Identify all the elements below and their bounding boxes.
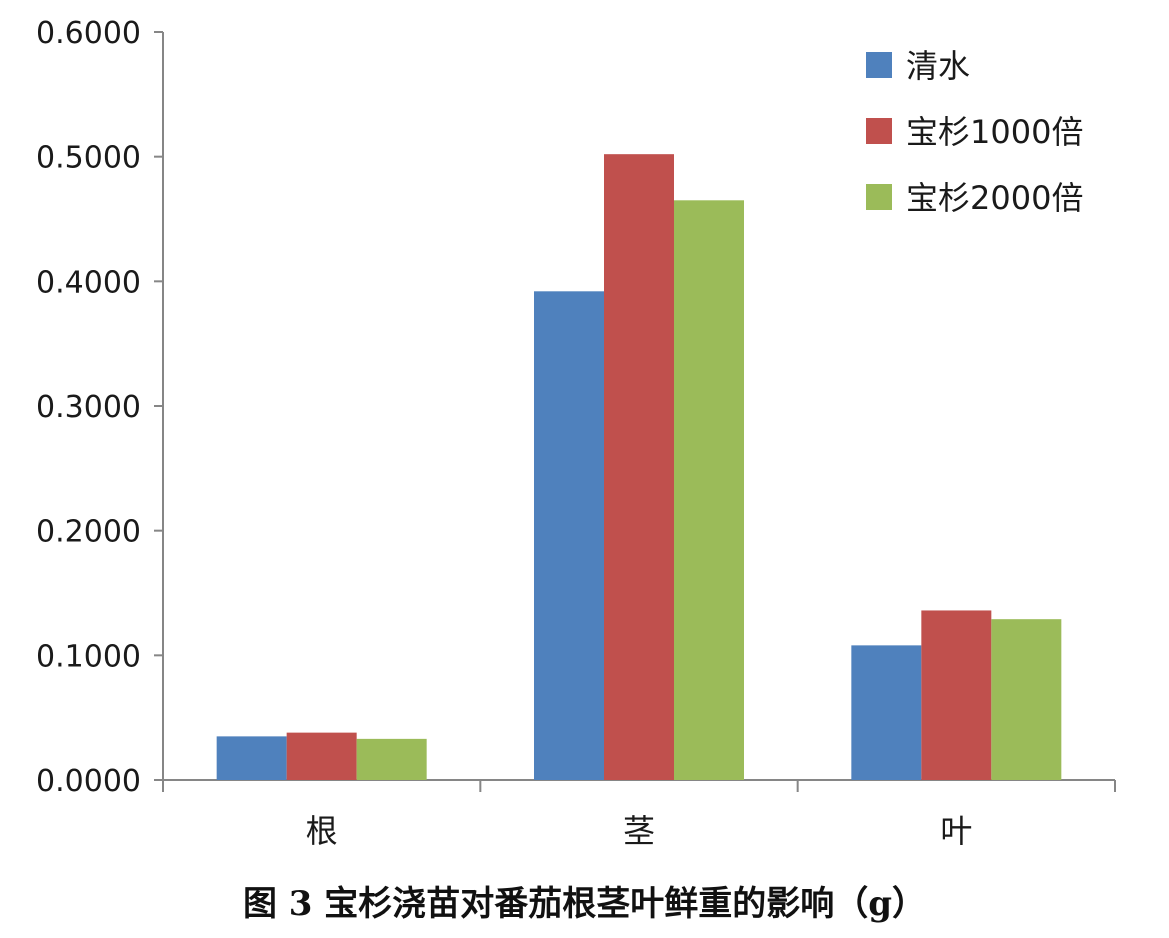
bar-1-0	[286, 732, 357, 780]
figure-caption: 图 3 宝杉浇苗对番茄根茎叶鲜重的影响（g）	[242, 884, 927, 924]
x-axis-category-labels: 根茎叶	[306, 812, 973, 850]
bar-1-1	[604, 154, 674, 780]
bar-0-0	[216, 736, 287, 780]
y-tick-label: 0.6000	[36, 16, 141, 51]
bar-2-2	[991, 619, 1062, 780]
legend-swatch	[866, 118, 892, 144]
x-category-label: 叶	[940, 812, 972, 850]
x-category-label: 根	[306, 812, 338, 850]
legend-label: 宝杉1000倍	[906, 113, 1083, 151]
y-tick-label: 0.5000	[36, 141, 141, 176]
bar-1-2	[921, 610, 992, 780]
bar-chart: 0.0000 0.1000 0.2000 0.3000 0.4000 0.5000 0.60…	[36, 16, 1116, 850]
y-tick-label: 0.3000	[36, 390, 141, 425]
bar-2-1	[674, 200, 744, 781]
y-tick-label: 0.1000	[36, 639, 141, 674]
legend-swatch	[866, 184, 892, 210]
y-tick-label: 0.4000	[36, 265, 141, 300]
y-tick-label: 0.0000	[36, 764, 141, 799]
bar-0-2	[851, 645, 922, 780]
bar-0-1	[534, 291, 604, 780]
bar-2-0	[356, 738, 427, 780]
x-category-label: 茎	[623, 812, 655, 850]
chart-bars	[216, 154, 1062, 781]
y-axis-tick-labels: 0.0000 0.1000 0.2000 0.3000 0.4000 0.5000 0.60…	[36, 16, 141, 799]
y-tick-label: 0.2000	[36, 515, 141, 550]
legend-label: 宝杉2000倍	[906, 179, 1083, 217]
legend-label: 清水	[906, 47, 970, 85]
legend-swatch	[866, 52, 892, 78]
